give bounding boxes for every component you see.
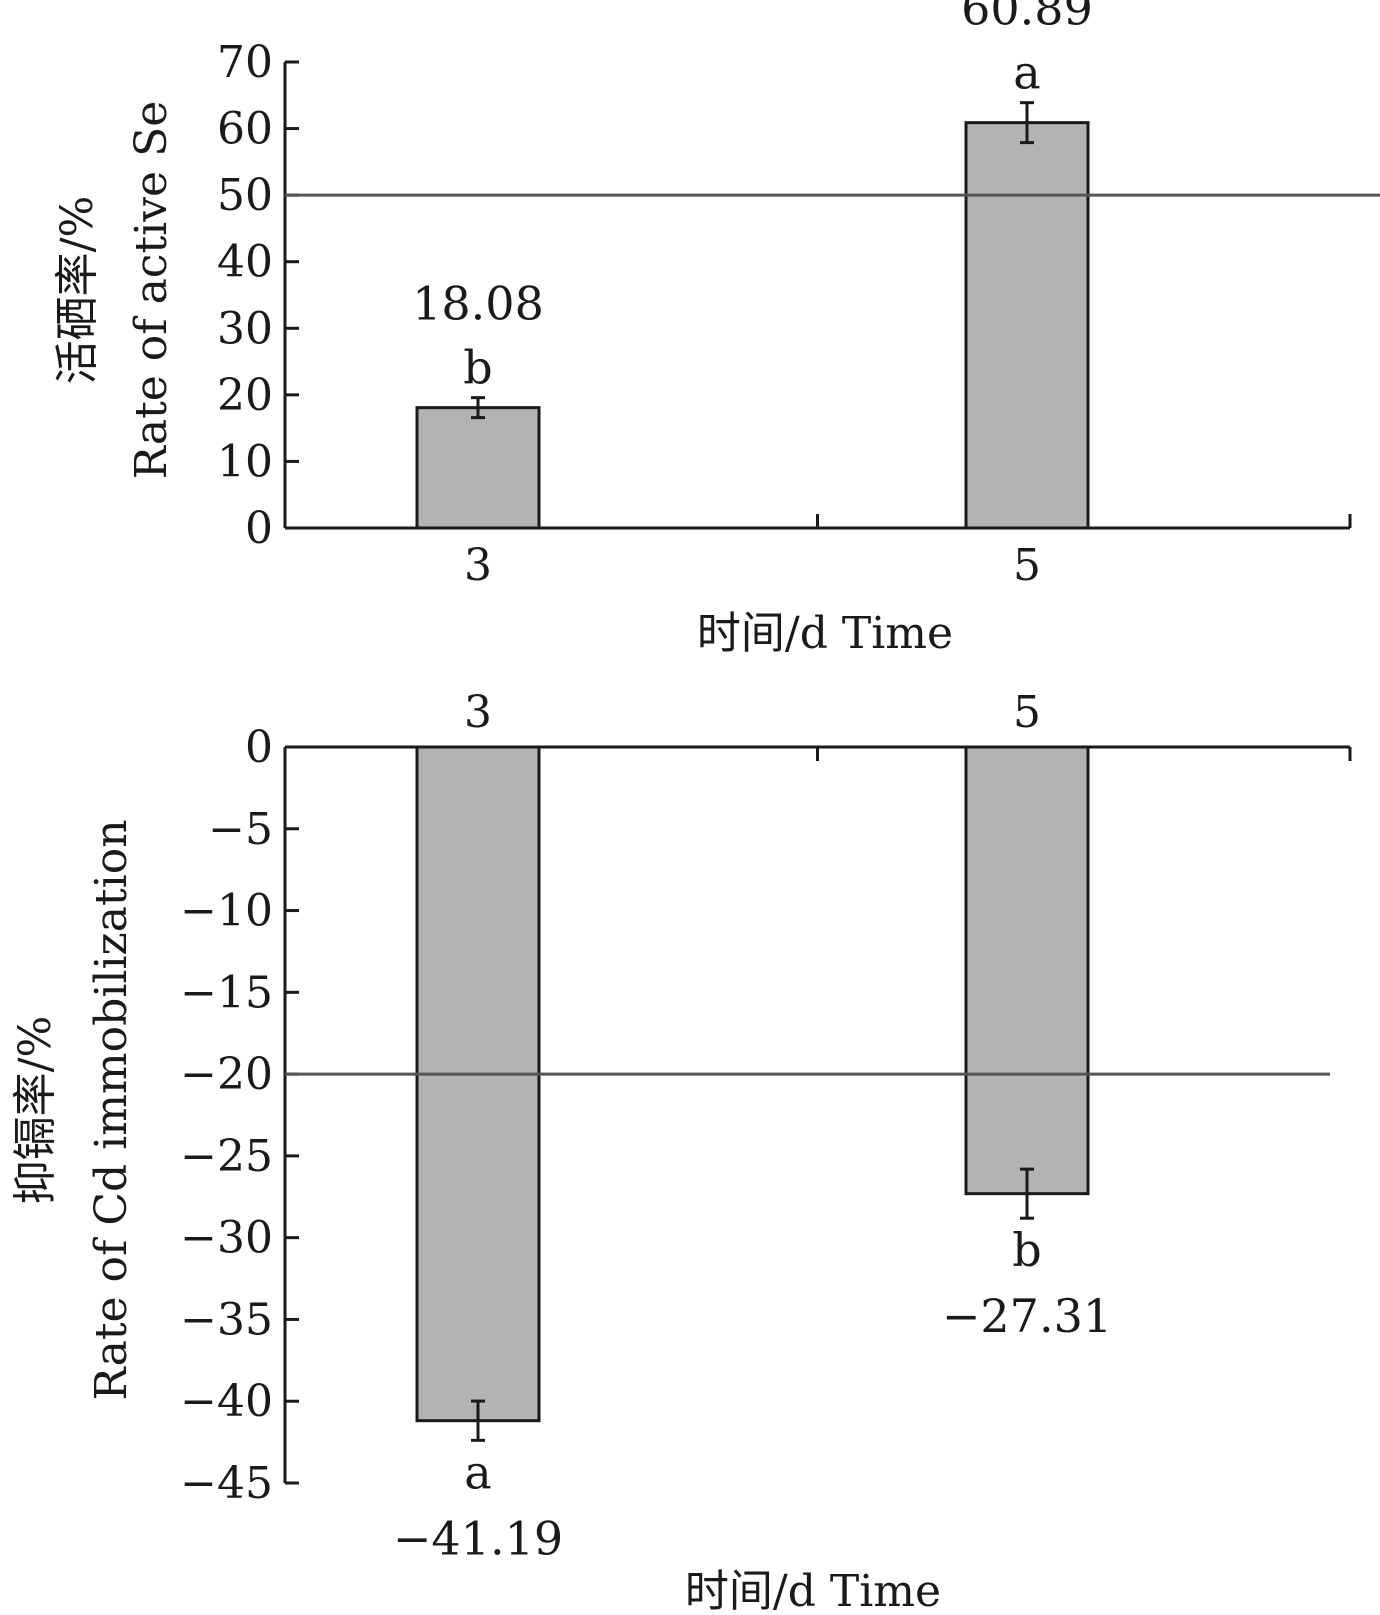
- x-axis-title: 时间/d Time: [697, 608, 953, 659]
- y-tick-label: −5: [208, 804, 273, 855]
- bar: [415, 745, 541, 1423]
- y-tick-label: 70: [217, 37, 273, 88]
- y-tick-label: −20: [180, 1049, 273, 1100]
- significance-label: a: [1013, 46, 1040, 100]
- x-tick-label: 5: [1013, 540, 1041, 591]
- y-tick-label: 10: [217, 436, 273, 487]
- x-tick-label: 3: [464, 687, 492, 738]
- y-axis-title-en: Rate of Cd immobilization: [86, 819, 137, 1400]
- y-tick-label: −35: [180, 1294, 273, 1345]
- bar: [964, 745, 1090, 1196]
- data-label: 60.89: [961, 0, 1093, 36]
- y-axis-title-cn: 活硒率/%: [52, 196, 103, 385]
- bar: [415, 406, 541, 530]
- y-tick-label: −25: [180, 1131, 273, 1182]
- data-label: 18.08: [412, 277, 544, 331]
- significance-label: b: [1012, 1223, 1041, 1277]
- y-tick-label: −15: [180, 967, 273, 1018]
- x-tick-label: 3: [464, 540, 492, 591]
- y-tick-label: −10: [180, 886, 273, 937]
- data-label: −27.31: [942, 1289, 1112, 1343]
- y-axis-title-en: Rate of active Se: [126, 101, 177, 480]
- y-tick-label: 0: [245, 722, 273, 773]
- significance-label: a: [464, 1445, 491, 1499]
- y-tick-label: −40: [180, 1376, 273, 1427]
- y-axis-title-cn: 抑镉率/%: [10, 1016, 61, 1205]
- y-tick-label: 0: [245, 503, 273, 554]
- x-tick-label: 5: [1013, 687, 1041, 738]
- chart-active-se: 活硒率/% Rate of active Se 时间/d Time 0 10 20 3…: [52, 0, 1380, 659]
- y-tick-label: 30: [217, 303, 273, 354]
- y-tick-label: 50: [217, 170, 273, 221]
- y-tick-label: 20: [217, 370, 273, 421]
- bar: [964, 121, 1090, 530]
- y-tick-label: −30: [180, 1213, 273, 1264]
- y-tick-label: 60: [217, 104, 273, 155]
- y-tick-label: 40: [217, 237, 273, 288]
- significance-label: b: [463, 341, 492, 395]
- y-tick-label: −45: [180, 1458, 273, 1509]
- data-label: −41.19: [393, 1511, 563, 1565]
- chart-cd-immobilization: 抑镉率/% Rate of Cd immobilization 时间/d Tim…: [10, 687, 1352, 1615]
- x-axis-title: 时间/d Time: [685, 1566, 941, 1615]
